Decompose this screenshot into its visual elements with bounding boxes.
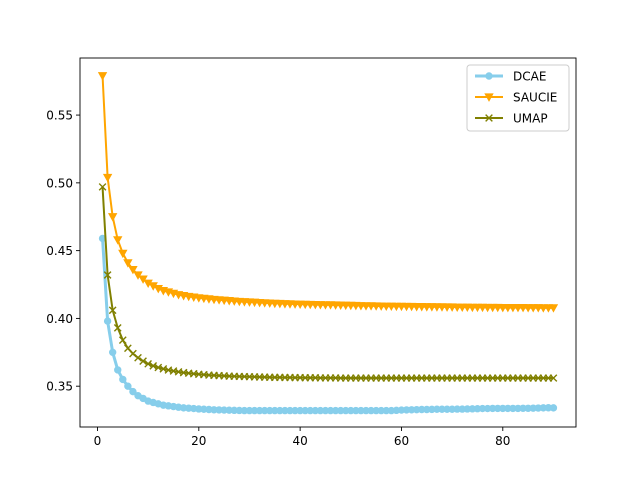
point-dcae-4 <box>114 366 122 374</box>
point-umap-7-stroke-b <box>129 349 137 358</box>
y-tick-label: 0.35 <box>46 380 73 394</box>
point-dcae-90 <box>549 404 558 412</box>
point-saucie-4 <box>113 236 123 245</box>
point-saucie-6 <box>123 259 133 268</box>
point-umap-11 <box>149 362 158 370</box>
series-layer <box>97 72 559 415</box>
axes-layer: 0 20 40 60 80 0.35 0.40 0.45 0.50 0.55 <box>46 57 577 448</box>
point-umap-3-stroke-b <box>108 306 117 315</box>
point-saucie-9 <box>138 275 148 284</box>
y-tick-label: 0.50 <box>46 176 73 190</box>
legend-marker-dcae <box>485 72 493 80</box>
point-saucie-90 <box>548 304 559 313</box>
point-dcae-2 <box>103 317 112 325</box>
point-umap-90-stroke-b <box>549 374 558 382</box>
x-tick-label: 20 <box>191 434 206 448</box>
point-umap-8-stroke-b <box>134 353 142 362</box>
point-dcae-5 <box>119 375 127 384</box>
point-saucie-2 <box>102 173 113 183</box>
legend-item-saucie: SAUCIE <box>475 91 557 105</box>
point-umap-5-stroke-b <box>118 336 127 344</box>
point-umap-10 <box>144 359 152 368</box>
point-umap-4-stroke-b <box>113 324 122 332</box>
legend-label-dcae: DCAE <box>513 70 546 84</box>
point-saucie-8 <box>133 271 143 280</box>
point-umap-6-stroke-b <box>124 344 132 353</box>
point-umap-90 <box>549 374 558 382</box>
legend-box <box>466 64 570 132</box>
legend-marker-umap-stroke-b <box>485 114 493 122</box>
x-tick-label: 40 <box>292 434 307 448</box>
point-umap-4 <box>113 324 122 332</box>
series-saucie <box>97 72 559 313</box>
legend-marker-umap <box>485 114 493 122</box>
point-saucie-7 <box>128 266 138 275</box>
legend-label-umap: UMAP <box>513 112 548 126</box>
point-umap-7 <box>129 349 137 358</box>
y-tick-label: 0.55 <box>46 109 73 123</box>
point-umap-1 <box>98 183 107 191</box>
point-saucie-3 <box>107 213 118 222</box>
point-umap-3 <box>108 306 117 315</box>
y-tick-label: 0.45 <box>46 244 73 258</box>
legend-item-dcae: DCAE <box>475 70 546 84</box>
x-tick-label: 60 <box>394 434 409 448</box>
y-tick-label: 0.40 <box>46 312 73 326</box>
point-umap-10-stroke-b <box>144 359 152 368</box>
legend-item-umap: UMAP <box>475 112 548 126</box>
legend: DCAE SAUCIE UMAP <box>466 64 570 132</box>
axes-frame <box>79 57 577 428</box>
point-saucie-5 <box>118 249 128 259</box>
point-umap-2 <box>103 271 112 279</box>
point-umap-2-stroke-b <box>103 271 112 279</box>
point-umap-8 <box>134 353 142 362</box>
point-umap-11-stroke-b <box>149 362 158 370</box>
legend-label-saucie: SAUCIE <box>513 91 557 105</box>
point-umap-9 <box>139 357 147 365</box>
point-dcae-6 <box>124 382 132 390</box>
point-dcae-7 <box>129 387 137 396</box>
legend-marker-saucie <box>484 93 494 102</box>
series-umap <box>98 183 558 382</box>
point-dcae-3 <box>108 348 117 357</box>
point-umap-5 <box>118 336 127 344</box>
x-tick-label: 0 <box>94 434 102 448</box>
series-dcae <box>98 234 558 415</box>
point-saucie-1 <box>97 72 108 81</box>
point-umap-1-stroke-b <box>98 183 107 191</box>
point-umap-9-stroke-b <box>139 357 147 365</box>
x-tick-label: 80 <box>495 434 510 448</box>
